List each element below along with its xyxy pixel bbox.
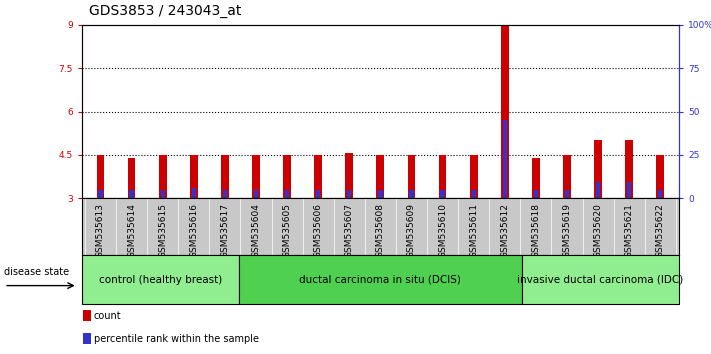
Bar — [191, 188, 196, 198]
Bar — [285, 190, 289, 198]
Text: percentile rank within the sample: percentile rank within the sample — [94, 334, 259, 344]
Bar — [347, 190, 351, 198]
Bar — [83, 310, 91, 321]
Text: GSM535613: GSM535613 — [96, 203, 105, 258]
Text: GSM535612: GSM535612 — [501, 203, 509, 258]
Bar — [563, 155, 571, 198]
Bar — [221, 155, 229, 198]
Text: count: count — [94, 311, 122, 321]
Bar — [596, 182, 600, 198]
Bar — [503, 120, 507, 198]
Bar — [407, 155, 415, 198]
Bar — [82, 255, 239, 304]
Bar — [159, 155, 166, 198]
Bar — [314, 155, 322, 198]
Text: GSM535604: GSM535604 — [252, 203, 260, 258]
Text: GSM535606: GSM535606 — [314, 203, 323, 258]
Bar — [532, 158, 540, 198]
Bar — [97, 155, 105, 198]
Text: GSM535619: GSM535619 — [562, 203, 572, 258]
Bar — [627, 182, 631, 198]
Bar — [129, 190, 134, 198]
Text: GSM535622: GSM535622 — [656, 203, 665, 257]
Text: GSM535605: GSM535605 — [282, 203, 292, 258]
Text: GSM535621: GSM535621 — [625, 203, 634, 258]
Text: GSM535610: GSM535610 — [438, 203, 447, 258]
Bar — [594, 141, 602, 198]
Bar — [83, 333, 91, 344]
Text: GSM535611: GSM535611 — [469, 203, 479, 258]
Bar — [471, 190, 476, 198]
Bar — [501, 25, 508, 198]
Text: GSM535608: GSM535608 — [376, 203, 385, 258]
Bar — [254, 190, 258, 198]
Text: control (healthy breast): control (healthy breast) — [99, 275, 222, 285]
Bar — [439, 155, 447, 198]
Text: GSM535620: GSM535620 — [594, 203, 603, 258]
Bar — [98, 190, 102, 198]
Bar — [128, 158, 135, 198]
Bar — [252, 155, 260, 198]
Text: GSM535615: GSM535615 — [158, 203, 167, 258]
Bar — [565, 190, 570, 198]
Bar — [658, 190, 663, 198]
Bar — [377, 155, 384, 198]
Bar — [239, 255, 522, 304]
Text: GSM535616: GSM535616 — [189, 203, 198, 258]
Text: GSM535617: GSM535617 — [220, 203, 230, 258]
Text: GDS3853 / 243043_at: GDS3853 / 243043_at — [89, 4, 241, 18]
Text: ductal carcinoma in situ (DCIS): ductal carcinoma in situ (DCIS) — [299, 275, 461, 285]
Bar — [626, 141, 633, 198]
Bar — [440, 190, 445, 198]
Bar — [346, 153, 353, 198]
Bar — [161, 190, 165, 198]
Text: GSM535609: GSM535609 — [407, 203, 416, 258]
Text: GSM535607: GSM535607 — [345, 203, 354, 258]
Text: GSM535614: GSM535614 — [127, 203, 136, 258]
Bar — [522, 255, 679, 304]
Bar — [283, 155, 291, 198]
Text: disease state: disease state — [4, 267, 69, 277]
Bar — [378, 190, 383, 198]
Bar — [656, 155, 664, 198]
Bar — [316, 190, 321, 198]
Bar — [223, 190, 227, 198]
Text: GSM535618: GSM535618 — [531, 203, 540, 258]
Bar — [190, 155, 198, 198]
Bar — [470, 155, 478, 198]
Bar — [410, 190, 414, 198]
Bar — [534, 190, 538, 198]
Text: invasive ductal carcinoma (IDC): invasive ductal carcinoma (IDC) — [518, 275, 683, 285]
